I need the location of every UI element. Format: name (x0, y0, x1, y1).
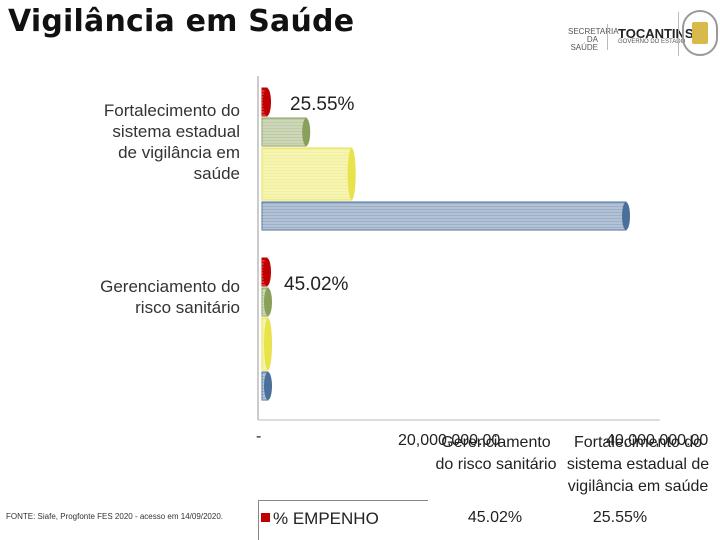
table-value-fortalecimento: 25.55% (592, 509, 648, 526)
state-name: TOCANTINS (618, 26, 694, 41)
bar-cap-green-1 (264, 288, 272, 316)
page-title: Vigilância em Saúde (8, 4, 355, 39)
source-footnote: FONTE: Siafe, Progfonte FES 2020 - acess… (6, 512, 224, 521)
category-label-gerenciamento: Gerenciamento do risco sanitário (100, 277, 240, 317)
table-header-gerenciamento: Gerenciamento do risco sanitário (435, 434, 557, 473)
logo-divider (607, 24, 608, 50)
bar-cap-empenho-0 (263, 88, 271, 116)
bar-blue-0 (261, 201, 627, 231)
axis-tick-20m: 20,000,000.00 (398, 432, 501, 449)
bar-yellow-0 (261, 147, 353, 201)
secretaria-logo: SECRETARIA DA SAÚDE (568, 27, 619, 52)
data-label-gerenciamento: 45.02% (284, 274, 349, 295)
bar-cap-green-0 (302, 118, 311, 146)
data-label-fortalecimento: 25.55% (290, 94, 355, 115)
axis-tick-zero: - (256, 428, 262, 445)
bar-cap-yellow-0 (347, 148, 356, 200)
header-logos: SECRETARIA DA SAÚDE TOCANTINS GOVERNO DO… (560, 6, 720, 58)
table-header-fortalecimento: Fortalecimento do sistema estadual de vi… (566, 434, 710, 495)
logo-divider-2 (678, 12, 679, 56)
table-value-gerenciamento: 45.02% (467, 509, 523, 526)
legend-swatch-empenho (261, 513, 270, 522)
axis-tick-40m: 40,000,000.00 (606, 432, 709, 449)
bar-cap-empenho-1 (263, 258, 271, 286)
bar-cap-blue-0 (622, 202, 630, 230)
state-seal-icon (682, 10, 718, 56)
bar-cap-blue-1 (264, 372, 272, 400)
category-label-fortalecimento: Fortalecimento do sistema estadual de vi… (103, 101, 240, 183)
legend: % EMPENHO (258, 500, 428, 540)
bar-cap-yellow-1 (264, 318, 272, 370)
legend-label-empenho: % EMPENHO (273, 509, 379, 528)
state-subtitle: GOVERNO DO ESTADO (618, 39, 686, 45)
